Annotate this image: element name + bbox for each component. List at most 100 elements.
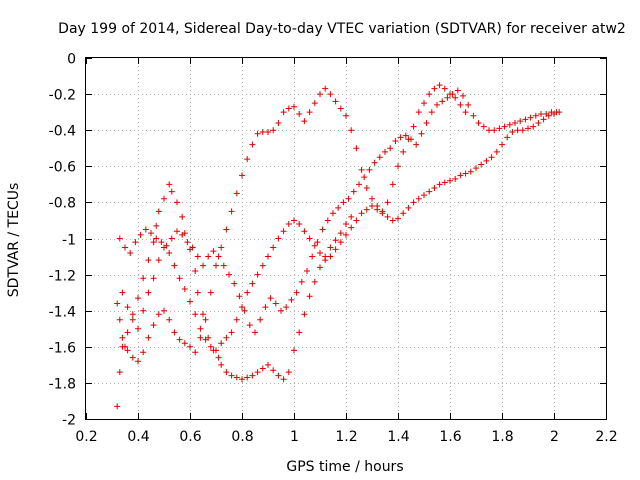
data-point [532, 112, 539, 119]
data-point [135, 295, 141, 302]
data-point [384, 213, 391, 220]
data-point [150, 275, 157, 282]
data-point [296, 329, 303, 336]
x-tick-label: 0.2 [75, 429, 97, 445]
data-point [556, 109, 563, 116]
data-point [291, 103, 297, 110]
data-point [309, 253, 316, 260]
data-point [210, 248, 217, 255]
data-point [376, 154, 383, 161]
data-point [181, 340, 188, 347]
data-point [189, 244, 196, 251]
data-point [127, 249, 134, 256]
data-point [535, 119, 542, 126]
data-point [517, 118, 524, 125]
data-point [181, 286, 188, 293]
data-point [194, 289, 201, 296]
data-point [288, 296, 295, 303]
data-point [499, 141, 505, 148]
data-point [218, 244, 225, 251]
data-points [114, 82, 563, 410]
x-tick-label: 0.4 [127, 429, 149, 445]
data-point [223, 226, 230, 233]
data-point [220, 262, 227, 269]
x-tick-label: 1.4 [387, 429, 409, 445]
data-point [215, 354, 222, 361]
data-point [207, 289, 214, 296]
data-point [509, 129, 516, 136]
data-point [135, 358, 141, 365]
data-point [265, 129, 271, 136]
data-point [311, 242, 318, 249]
data-point [405, 204, 412, 211]
data-point [192, 311, 199, 318]
data-point [228, 329, 235, 336]
data-point [228, 208, 235, 215]
data-point [179, 213, 186, 220]
data-point [371, 159, 378, 166]
data-point [252, 329, 258, 336]
data-point [491, 127, 498, 134]
data-point [228, 372, 235, 379]
data-point [114, 300, 121, 307]
data-point [218, 340, 225, 347]
data-point [441, 179, 448, 186]
x-tick-label: 0.8 [231, 429, 253, 445]
data-point [415, 109, 422, 116]
data-point [158, 239, 165, 246]
data-point [512, 119, 518, 126]
data-point [254, 271, 261, 278]
data-point [413, 141, 420, 148]
data-point [363, 206, 370, 213]
data-point [319, 226, 326, 233]
y-tick-label: -1.8 [49, 377, 76, 393]
data-point [330, 210, 336, 217]
data-point [249, 280, 256, 287]
data-point [257, 316, 264, 323]
data-point [301, 228, 308, 235]
data-point [369, 195, 375, 202]
y-tick-label: -1.2 [49, 269, 76, 285]
data-point [140, 307, 147, 314]
data-point [501, 123, 508, 130]
data-point [447, 177, 453, 184]
plot-frame [85, 57, 607, 420]
data-point [145, 289, 152, 296]
data-point [423, 119, 430, 126]
data-point [426, 188, 433, 195]
data-point [322, 85, 329, 92]
data-point [140, 349, 147, 356]
data-point [291, 217, 297, 224]
data-point [293, 289, 300, 296]
data-point [452, 175, 459, 182]
data-point [124, 329, 131, 336]
data-point [270, 244, 277, 251]
data-point [428, 109, 435, 116]
data-point [408, 136, 414, 143]
data-point [187, 343, 193, 350]
data-point [332, 98, 339, 105]
data-point [129, 354, 136, 361]
data-point [345, 195, 352, 202]
data-point [436, 82, 443, 89]
data-point [241, 307, 248, 314]
data-point [239, 376, 245, 383]
data-point [296, 221, 303, 228]
data-point [244, 289, 251, 296]
data-point [317, 264, 323, 271]
data-point [332, 237, 339, 244]
data-point [366, 166, 373, 173]
data-point [285, 369, 292, 376]
data-point [337, 239, 344, 246]
data-point [213, 347, 219, 354]
data-point [262, 304, 269, 311]
data-point [436, 181, 443, 188]
data-point [337, 105, 344, 112]
data-point [215, 253, 222, 260]
data-point [259, 129, 266, 136]
data-point [176, 275, 183, 282]
data-point [387, 145, 394, 152]
data-point [348, 213, 355, 220]
data-point [114, 403, 121, 410]
data-point [265, 253, 271, 260]
